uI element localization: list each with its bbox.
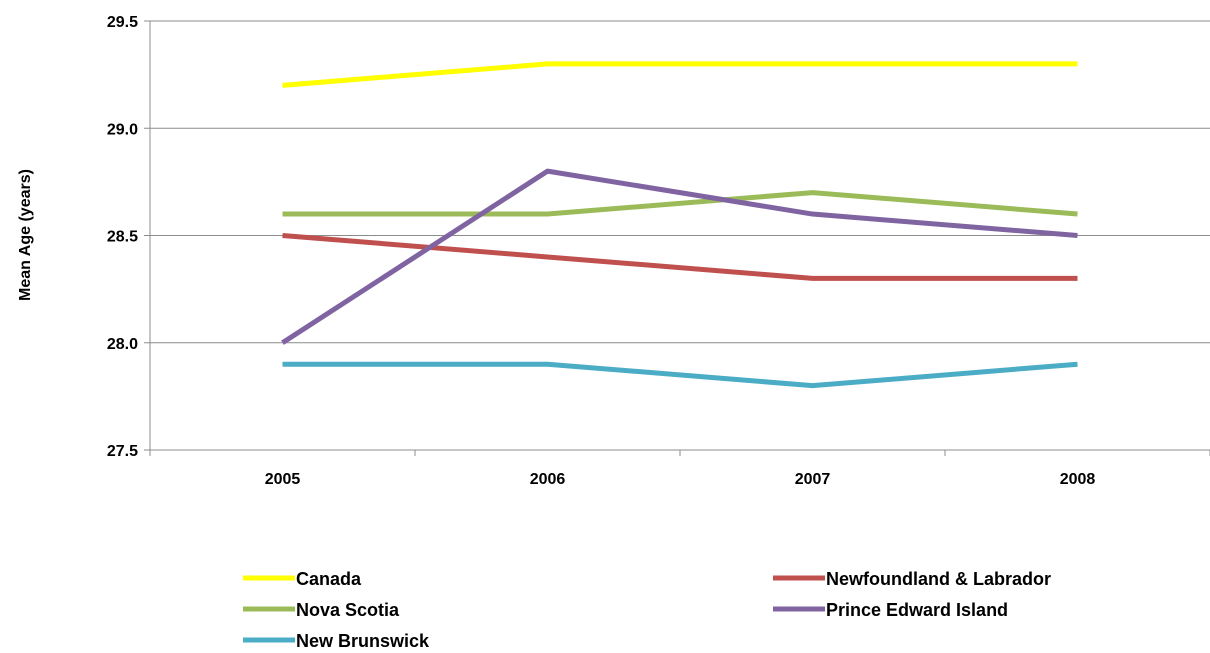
legend-item: Prince Edward Island	[773, 600, 1008, 620]
series-line-0	[282, 61, 1078, 88]
series-lines	[281, 61, 1078, 389]
axes	[144, 20, 1210, 456]
y-tick-label: 29.0	[107, 121, 138, 138]
legend-label: Nova Scotia	[296, 600, 400, 620]
legend-label: Newfoundland & Labrador	[826, 569, 1051, 589]
y-tick-labels: 27.5 28.0 28.5 29.0 29.5	[107, 14, 138, 460]
series-line-3	[281, 168, 1078, 345]
series-line-2	[282, 190, 1078, 217]
y-tick-label: 29.5	[107, 14, 138, 31]
legend-label: Canada	[296, 569, 362, 589]
legend-label: New Brunswick	[296, 631, 430, 651]
x-tick-label: 2005	[265, 471, 301, 488]
legend-item: Canada	[243, 569, 362, 589]
legend-label: Prince Edward Island	[826, 600, 1008, 620]
x-tick-label: 2007	[795, 471, 831, 488]
legend: Canada Newfoundland & Labrador Nova Scotia…	[243, 569, 1051, 651]
x-tick-label: 2006	[530, 471, 566, 488]
series-line-1	[282, 233, 1078, 281]
y-axis-title: Mean Age (years)	[17, 169, 34, 301]
series-line-4	[282, 361, 1078, 389]
legend-item: Nova Scotia	[243, 600, 400, 620]
legend-item: New Brunswick	[243, 631, 430, 651]
y-tick-label: 28.5	[107, 229, 138, 246]
x-tick-label: 2008	[1060, 471, 1096, 488]
y-tick-label: 28.0	[107, 336, 138, 353]
legend-item: Newfoundland & Labrador	[773, 569, 1051, 589]
gridlines	[150, 20, 1210, 344]
y-tick-label: 27.5	[107, 443, 138, 460]
x-tick-labels: 2005 2006 2007 2008	[265, 471, 1096, 488]
